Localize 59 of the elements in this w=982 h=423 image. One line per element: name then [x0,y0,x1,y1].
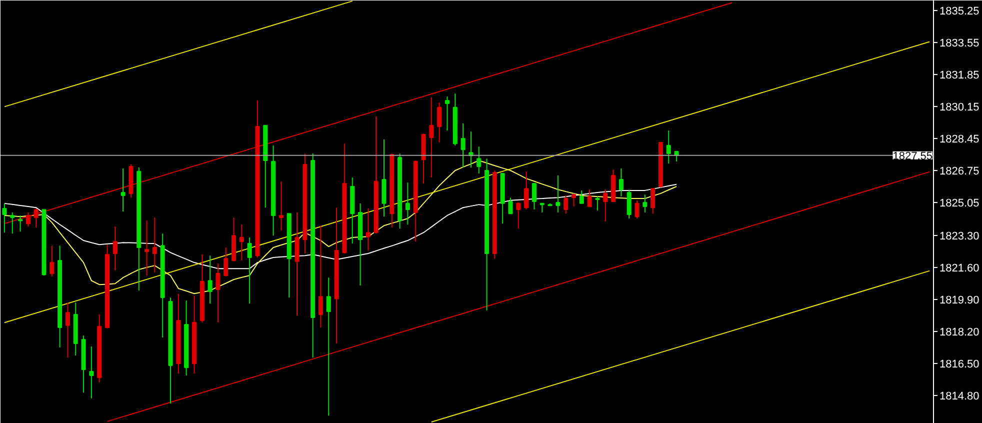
candlestick [524,170,529,210]
candlestick [10,212,15,234]
candlestick [642,194,648,213]
candlestick [508,197,513,214]
y-tick-label: 1819.90 [940,294,980,306]
candlestick [112,226,118,271]
candlestick [556,174,560,213]
candlestick [366,208,370,251]
candlestick [437,102,442,143]
candlestick [650,188,656,214]
candlestick [564,195,568,214]
y-tick-label: 1830.15 [940,101,980,114]
candlestick [595,196,600,212]
candlestick [405,182,410,226]
candlestick [460,122,466,168]
candlestick [65,302,70,358]
candlestick [476,146,482,174]
candlestick [2,202,7,234]
y-tick-label: 1826.75 [940,165,980,178]
y-tick-label: 1835.25 [940,5,980,18]
candlestick [216,262,220,323]
candlestick [224,246,228,277]
y-tick-label: 1823.30 [940,230,980,242]
y-tick-label: 1831.85 [940,69,980,82]
candlestick [278,180,284,232]
candlestick [603,189,608,222]
candlestick [318,225,324,328]
candlestick [50,245,54,277]
candlestick [516,202,521,230]
candlestick [587,189,592,207]
candlestick [326,277,331,416]
candlestick [532,182,536,210]
ref-line-label: 1827.55 [892,150,933,162]
y-tick-label: 1818.20 [940,326,980,338]
candlestick [144,220,150,276]
y-tick-label: 1833.55 [940,37,980,50]
candlestick [18,214,23,232]
candlestick [239,224,244,261]
y-tick-label: 1814.80 [940,390,980,402]
candlestick [618,168,624,197]
candlestick [540,202,544,213]
y-tick-label: 1821.60 [940,262,980,274]
y-tick-label: 1816.50 [940,358,980,370]
candlestick [382,138,386,218]
candlestick [579,190,584,204]
candlestick [444,96,450,132]
candlestick [666,130,671,164]
candlestick [152,217,157,274]
y-tick-label: 1825.05 [940,197,980,210]
candlestick [634,200,640,219]
candlestick [429,96,434,178]
candlestick [120,168,126,212]
candlestick [208,255,212,304]
candlestick [247,237,252,304]
candlestick [294,212,300,316]
y-tick-label: 1828.45 [940,133,980,146]
candlestick [89,346,94,399]
candlestick [571,192,576,207]
candlestick [626,190,632,219]
